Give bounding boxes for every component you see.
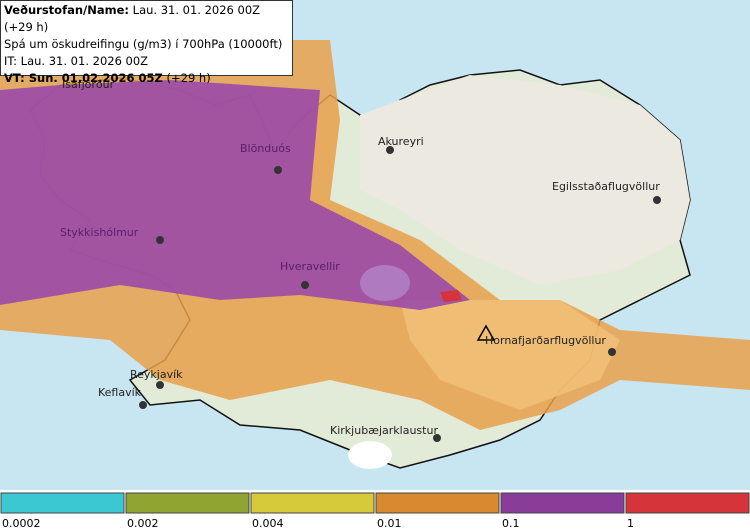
ash-purple xyxy=(0,80,470,310)
place-label: Stykkishólmur xyxy=(60,226,139,239)
place-label: Hveravellir xyxy=(280,260,340,273)
place-label: Ísafjörður xyxy=(62,78,115,91)
legend-label: 0.0002 xyxy=(2,517,41,530)
place-dot xyxy=(608,348,616,356)
legend-label: 0.01 xyxy=(377,517,402,530)
header-line: VT: Sun. 01.02.2026 05Z (+29 h) xyxy=(4,70,289,87)
place-label: Blönduós xyxy=(240,142,291,155)
legend-swatch xyxy=(250,492,375,514)
place-label: Hornafjarðarflugvöllur xyxy=(485,334,606,347)
header-text: (+29 h) xyxy=(166,71,211,85)
place-label: Egilsstaðaflugvöllur xyxy=(552,180,660,193)
legend-swatch xyxy=(375,492,500,514)
glacier xyxy=(348,441,392,469)
place-label: Kirkjubæjarklaustur xyxy=(330,424,438,437)
glacier xyxy=(360,265,410,301)
header-text: Lau. 31. 01. 2026 00Z (+29 h) xyxy=(4,3,261,34)
place-dot xyxy=(139,401,147,409)
place-dot xyxy=(301,281,309,289)
header-bold: Veðurstofan/Name: xyxy=(4,3,129,17)
place-dot xyxy=(156,236,164,244)
place-dot xyxy=(433,434,441,442)
place-dot xyxy=(653,196,661,204)
place-dot xyxy=(386,146,394,154)
legend: 0.0002 0.002 0.004 0.01 0.1 1 xyxy=(0,492,750,530)
header-text: IT: Lau. 31. 01. 2026 00Z xyxy=(4,54,149,68)
header-text: Spá um öskudreifingu (g/m3) í 700hPa (10… xyxy=(4,37,283,51)
legend-swatch xyxy=(0,492,125,514)
place-label: Keflavík xyxy=(98,386,142,399)
legend-swatch xyxy=(625,492,750,514)
legend-label: 0.004 xyxy=(252,517,284,530)
legend-swatch xyxy=(125,492,250,514)
header: Veðurstofan/Name: Lau. 31. 01. 2026 00Z … xyxy=(0,0,293,85)
legend-label: 1 xyxy=(627,517,634,530)
place-label: Akureyri xyxy=(378,135,424,148)
place-dot xyxy=(156,381,164,389)
ash-light xyxy=(400,300,620,410)
header-line: Veðurstofan/Name: Lau. 31. 01. 2026 00Z … xyxy=(4,2,289,36)
place-dot xyxy=(274,166,282,174)
legend-label: 0.1 xyxy=(502,517,520,530)
volcano-icon xyxy=(476,324,496,341)
legend-swatch xyxy=(500,492,625,514)
places: Ísafjörður Blönduós Akureyri Egilsstaðaflug… xyxy=(60,78,661,442)
header-line: Spá um öskudreifingu (g/m3) í 700hPa (10… xyxy=(4,36,289,53)
highlands xyxy=(360,75,690,285)
legend-bg xyxy=(0,490,750,532)
place-label: Reykjavík xyxy=(130,368,183,381)
legend-label: 0.002 xyxy=(127,517,159,530)
header-bold: VT: Sun. 01.02.2026 05Z xyxy=(4,71,163,85)
ash-red xyxy=(440,290,462,302)
header-line: IT: Lau. 31. 01. 2026 00Z xyxy=(4,53,289,70)
